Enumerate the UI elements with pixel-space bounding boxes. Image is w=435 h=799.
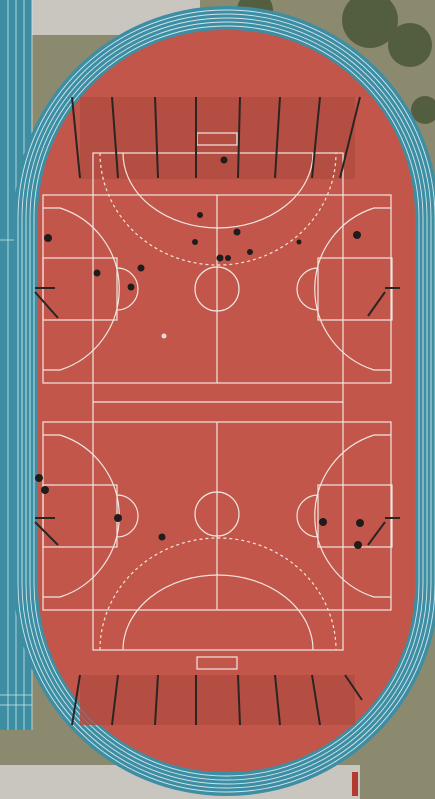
goal-net-bottom (80, 675, 355, 725)
court-surface (38, 30, 415, 772)
fence-top (71, 96, 361, 179)
players (35, 156, 364, 549)
trees (237, 0, 435, 124)
goal-net-top (80, 97, 355, 179)
basketball-hoops (34, 287, 400, 546)
fence-bottom (71, 674, 363, 726)
red-post (352, 772, 358, 796)
